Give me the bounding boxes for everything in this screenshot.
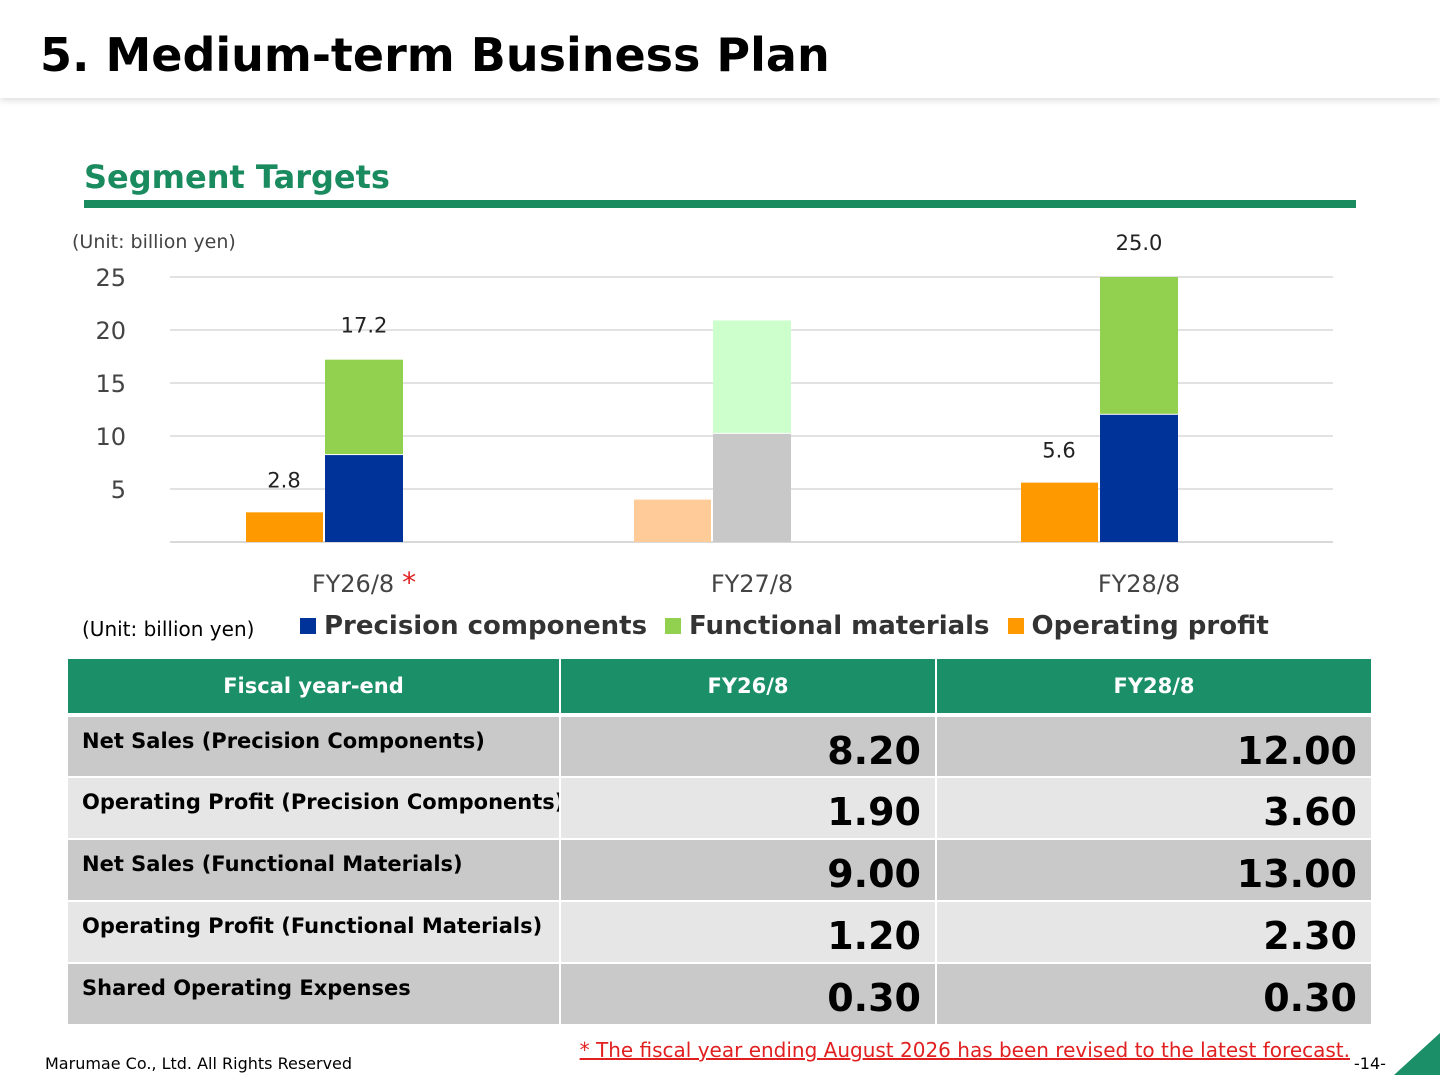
cell-fy28: 0.30 — [936, 963, 1373, 1026]
page-title: 5. Medium-term Business Plan — [40, 28, 830, 82]
table-row: Net Sales (Functional Materials) 9.00 13… — [68, 839, 1373, 902]
table-row: Shared Operating Expenses 0.30 0.30 — [68, 963, 1373, 1026]
chart-unit-label: (Unit: billion yen) — [72, 231, 236, 253]
copyright-text: Marumae Co., Ltd. All Rights Reserved — [45, 1054, 353, 1073]
section-divider — [84, 200, 1356, 208]
cell-fy26: 1.90 — [560, 777, 937, 840]
segment-targets-table: Fiscal year-end FY26/8 FY28/8 Net Sales … — [68, 659, 1373, 1026]
y-tick-label: 5 — [111, 476, 126, 504]
legend-swatch-precision — [300, 618, 316, 634]
bar-precision-components — [713, 433, 791, 542]
cell-fy26: 1.20 — [560, 901, 937, 964]
x-axis-categories: FY26/8 * FY27/8 FY28/8 — [312, 566, 1180, 599]
legend-item-operating: Operating profit — [1007, 611, 1269, 641]
cell-fy28: 3.60 — [936, 777, 1373, 840]
bar-functional-materials — [325, 359, 403, 455]
bar-functional-materials — [1100, 277, 1178, 414]
y-tick-label: 20 — [95, 317, 126, 345]
corner-accent — [1394, 1033, 1440, 1075]
bar-precision-components — [1100, 414, 1178, 542]
header-bar: 5. Medium-term Business Plan — [0, 0, 1440, 98]
bar-operating-profit — [246, 512, 323, 542]
revised-forecast-mark: * — [402, 566, 416, 599]
legend-label-precision: Precision components — [324, 611, 648, 641]
x-category-label: FY28/8 — [1098, 570, 1180, 598]
data-label-sales-total: 25.0 — [1116, 231, 1163, 255]
data-label-sales-total: 17.2 — [341, 314, 388, 338]
legend-swatch-functional — [665, 618, 682, 634]
bar-operating-profit — [1021, 482, 1098, 542]
legend-item-functional: Functional materials — [665, 611, 990, 641]
bar-functional-materials — [713, 320, 791, 433]
chart-data-labels: 17.2 2.8 25.0 5.6 — [267, 231, 1162, 492]
chart-bars — [246, 277, 1178, 542]
table-row: Operating Profit (Precision Components) … — [68, 777, 1373, 840]
row-label: Net Sales (Functional Materials) — [68, 839, 561, 902]
bar-operating-profit — [634, 499, 711, 542]
table-row: Net Sales (Precision Components) 8.20 12… — [68, 715, 1373, 778]
table-unit-label: (Unit: billion yen) — [82, 617, 255, 641]
legend-label-functional: Functional materials — [689, 611, 990, 641]
header-fiscal-year-end: Fiscal year-end — [68, 659, 561, 717]
cell-fy26: 9.00 — [560, 839, 937, 902]
row-label: Net Sales (Precision Components) — [68, 715, 561, 778]
section-title: Segment Targets — [84, 158, 390, 196]
y-tick-label: 10 — [95, 423, 126, 451]
legend-label-operating: Operating profit — [1031, 611, 1269, 641]
page-number: -14- — [1354, 1054, 1386, 1073]
row-label: Operating Profit (Precision Components) — [68, 777, 561, 840]
cell-fy26: 8.20 — [560, 715, 937, 778]
cell-fy28: 12.00 — [936, 715, 1373, 778]
cell-fy28: 13.00 — [936, 839, 1373, 902]
row-label: Operating Profit (Functional Materials) — [68, 901, 561, 964]
y-tick-label: 15 — [95, 370, 126, 398]
data-label-operating-profit: 5.6 — [1042, 439, 1075, 463]
legend-item-precision: Precision components — [300, 611, 647, 641]
x-category-label: FY26/8 * — [312, 566, 416, 599]
x-category-label: FY27/8 — [711, 570, 793, 598]
table-header-row: Fiscal year-end FY26/8 FY28/8 — [68, 659, 1373, 717]
chart-legend: Precision components Functional material… — [300, 608, 1269, 644]
header-fy26: FY26/8 — [560, 659, 937, 717]
table-row: Operating Profit (Functional Materials) … — [68, 901, 1373, 964]
row-label: Shared Operating Expenses — [68, 963, 561, 1026]
y-tick-label: 25 — [95, 264, 126, 292]
data-label-operating-profit: 2.8 — [267, 468, 300, 492]
revision-footnote: * The fiscal year ending August 2026 has… — [579, 1038, 1350, 1062]
y-axis-ticks: 5 10 15 20 25 — [95, 264, 126, 504]
legend-swatch-operating — [1007, 618, 1024, 634]
cell-fy26: 0.30 — [560, 963, 937, 1026]
bar-precision-components — [325, 455, 403, 542]
cell-fy28: 2.30 — [936, 901, 1373, 964]
header-fy28: FY28/8 — [936, 659, 1373, 717]
